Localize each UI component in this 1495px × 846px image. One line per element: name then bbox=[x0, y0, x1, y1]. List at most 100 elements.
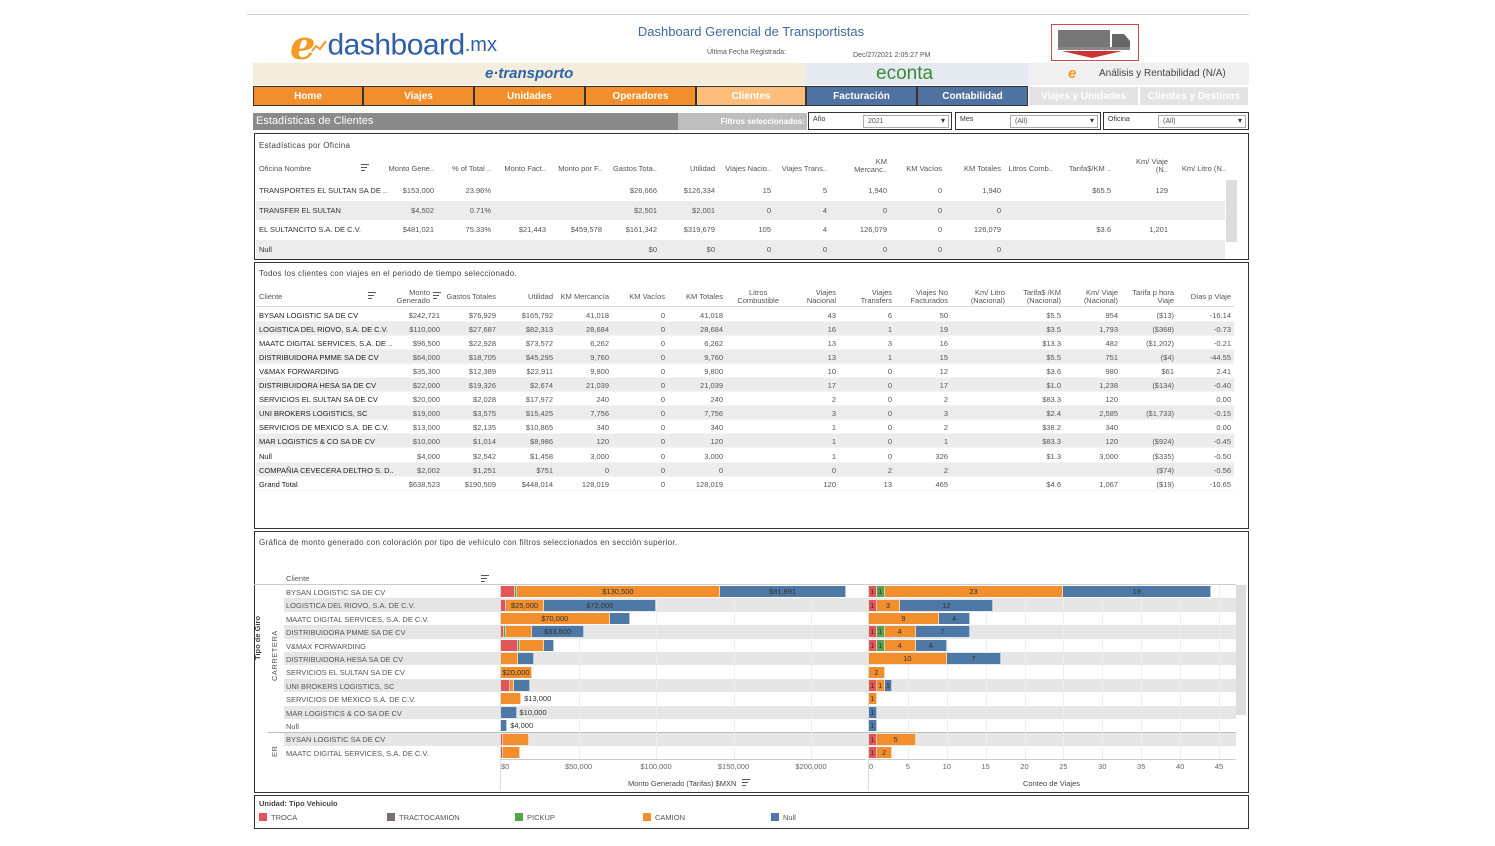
conteo-bar-camion[interactable]: 1 bbox=[869, 693, 877, 705]
legend-swatch-troca[interactable] bbox=[259, 813, 267, 821]
sort-icon[interactable] bbox=[481, 575, 489, 582]
monto-bar-troca[interactable] bbox=[501, 586, 515, 598]
conteo-bar-null[interactable]: 4 bbox=[939, 613, 971, 624]
col-header[interactable]: Oficina Nombre bbox=[259, 164, 312, 173]
legend-label[interactable]: PICKUP bbox=[527, 813, 555, 822]
col-header[interactable]: Utilidad bbox=[527, 292, 553, 301]
conteo-bar-pickup[interactable]: 1 bbox=[876, 639, 885, 651]
legend-swatch-null[interactable] bbox=[771, 813, 779, 821]
monto-bar-camion[interactable] bbox=[503, 747, 520, 758]
monto-bar-pickup[interactable] bbox=[503, 626, 506, 638]
conteo-bar-troca[interactable]: 1 bbox=[869, 639, 877, 651]
filter-select[interactable]: (All) ▾ bbox=[1158, 115, 1246, 128]
monto-bar-camion[interactable] bbox=[501, 693, 522, 705]
table-row[interactable] bbox=[256, 181, 1225, 200]
conteo-bar-null[interactable]: 1 bbox=[869, 706, 877, 718]
conteo-bar-camion[interactable]: 2 bbox=[869, 666, 885, 678]
monto-bar-camion[interactable] bbox=[520, 639, 545, 651]
econta-band[interactable]: econta bbox=[806, 63, 1028, 85]
monto-bar-pickup[interactable] bbox=[518, 639, 521, 651]
category-label[interactable]: BYSAN LOGISTIC SA DE CV bbox=[286, 588, 386, 597]
monto-bar-troca[interactable] bbox=[501, 747, 504, 758]
col-header[interactable]: Viajes Nacio.. bbox=[725, 164, 771, 173]
col-header[interactable]: Gastos Tota.. bbox=[612, 164, 657, 173]
conteo-bar-null[interactable]: 1 bbox=[884, 680, 893, 691]
category-label[interactable]: LOGISTICA DEL RIOVO, S.A. DE C.V. bbox=[286, 601, 416, 611]
office-table-scrollbar[interactable] bbox=[1226, 180, 1237, 242]
table-row[interactable] bbox=[256, 239, 1225, 259]
table-row[interactable] bbox=[256, 308, 1234, 322]
conteo-bar-camion[interactable]: 23 bbox=[884, 586, 1064, 598]
col-header[interactable]: KM Vacíos bbox=[629, 292, 665, 301]
monto-bar-null[interactable] bbox=[544, 639, 555, 651]
category-label[interactable]: DISTRIBUIDORA HESA SA DE CV bbox=[286, 655, 404, 664]
col-header[interactable]: Viajes Trans.. bbox=[781, 164, 827, 173]
col-header[interactable]: KM Vacíos bbox=[906, 164, 942, 173]
table-row[interactable] bbox=[256, 336, 1234, 350]
monto-bar-camion[interactable] bbox=[503, 733, 529, 745]
nav-tab-facturaci-n[interactable]: Facturación bbox=[806, 86, 917, 106]
monto-bar-troca[interactable] bbox=[501, 733, 504, 745]
edashboard-logo[interactable]: e dashboard.mx bbox=[290, 22, 497, 69]
legend-label[interactable]: TROCA bbox=[271, 813, 298, 822]
legend-swatch-camion[interactable] bbox=[643, 813, 651, 821]
category-label[interactable]: V&MAX FORWARDING bbox=[286, 641, 367, 651]
category-label[interactable]: BYSAN LOGISTIC SA DE CV bbox=[286, 735, 386, 745]
monto-bar-null[interactable] bbox=[518, 653, 535, 665]
table-row[interactable] bbox=[256, 434, 1234, 449]
col-header[interactable]: Cliente bbox=[259, 292, 283, 301]
table-row[interactable] bbox=[256, 220, 1225, 239]
table-row[interactable] bbox=[256, 462, 1234, 477]
table-row[interactable] bbox=[256, 321, 1234, 336]
legend-swatch-tractocamion[interactable] bbox=[387, 813, 395, 821]
col-header[interactable]: KM Mercanc.. bbox=[854, 157, 887, 174]
col-header[interactable]: Km/ Viaje (N.. bbox=[1136, 157, 1168, 174]
sort-icon[interactable] bbox=[361, 164, 369, 171]
monto-bar-troca[interactable] bbox=[501, 680, 510, 691]
legend-label[interactable]: TRACTOCAMION bbox=[399, 813, 460, 822]
conteo-bar-troca[interactable]: 1 bbox=[869, 599, 877, 611]
table-row[interactable] bbox=[256, 392, 1234, 407]
conteo-bar-null[interactable]: 12 bbox=[900, 599, 994, 611]
table-row[interactable] bbox=[256, 420, 1234, 435]
monto-bar-null[interactable] bbox=[609, 613, 631, 624]
category-label[interactable]: SERVICIOS EL SULTAN SA DE CV bbox=[286, 668, 405, 678]
monto-bar-null[interactable] bbox=[501, 706, 517, 718]
monto-bar-troca[interactable] bbox=[501, 599, 506, 611]
legend-label[interactable]: Null bbox=[783, 813, 796, 822]
conteo-bar-pickup[interactable]: 1 bbox=[876, 626, 885, 638]
col-header[interactable]: Viajes Transfers bbox=[860, 288, 892, 305]
col-header[interactable]: Monto por F.. bbox=[558, 164, 602, 173]
table-row[interactable] bbox=[256, 349, 1234, 364]
nav-tab-operadores[interactable]: Operadores bbox=[585, 86, 696, 106]
col-header[interactable]: Km/ Viaje (Nacional) bbox=[1083, 288, 1118, 305]
nav-tab-clientes[interactable]: Clientes bbox=[696, 86, 806, 106]
category-label[interactable]: UNI BROKERS LOGISTICS, SC bbox=[286, 681, 395, 691]
monto-bar-troca[interactable] bbox=[501, 626, 504, 638]
sort-icon[interactable] bbox=[742, 779, 750, 786]
col-header[interactable]: KM Totales bbox=[964, 164, 1001, 173]
category-label[interactable]: DISTRIBUIDORA PMME SA DE CV bbox=[286, 628, 406, 638]
col-header[interactable]: Litros Combustible bbox=[737, 288, 779, 305]
col-header[interactable]: Tarifa p hora Viaje bbox=[1132, 288, 1174, 305]
col-header[interactable]: KM Totales bbox=[686, 292, 723, 301]
monto-bar-troca[interactable] bbox=[501, 639, 519, 651]
category-label[interactable]: MAATC DIGITAL SERVICES, S.A. DE C.V. bbox=[286, 614, 429, 624]
conteo-bar-camion[interactable]: 5 bbox=[876, 733, 916, 745]
conteo-bar-camion[interactable]: 3 bbox=[876, 599, 901, 611]
conteo-bar-null[interactable]: 19 bbox=[1063, 586, 1212, 598]
conteo-bar-camion[interactable]: 1 bbox=[876, 680, 885, 691]
nav-tab-viajes-y-unidades[interactable]: Viajes y Unidades bbox=[1028, 86, 1139, 106]
conteo-bar-null[interactable]: 7 bbox=[915, 626, 971, 638]
conteo-bar-troca[interactable]: 1 bbox=[869, 747, 877, 758]
col-header[interactable]: Viajes Nacional bbox=[806, 288, 836, 305]
monto-bar-null[interactable]: $72,000 bbox=[544, 599, 656, 611]
col-header[interactable]: Km/ Litro (N.. bbox=[1181, 164, 1226, 173]
nav-tab-clientes-y-destinos[interactable]: Clientes y Destinos bbox=[1139, 86, 1249, 106]
col-header[interactable]: Gastos Totales bbox=[446, 292, 496, 301]
category-label[interactable]: Null bbox=[286, 722, 299, 731]
monto-bar-camion[interactable]: $130,500 bbox=[517, 586, 720, 598]
table-row[interactable] bbox=[256, 364, 1234, 378]
monto-bar-null[interactable]: $33,500 bbox=[532, 626, 585, 638]
monto-bar-camion[interactable] bbox=[509, 680, 515, 691]
